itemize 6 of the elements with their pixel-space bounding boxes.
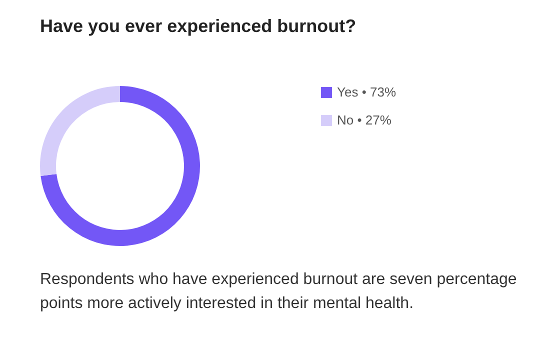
legend-label: No • 27% <box>337 112 392 128</box>
donut-slice <box>40 86 120 176</box>
chart-title: Have you ever experienced burnout? <box>40 16 356 36</box>
donut-slice <box>40 86 200 246</box>
legend-label: Yes • 73% <box>337 84 396 100</box>
text: Respondents who have experienced burnout are seven percentage points more actively interested in their mental health. <box>40 270 518 314</box>
